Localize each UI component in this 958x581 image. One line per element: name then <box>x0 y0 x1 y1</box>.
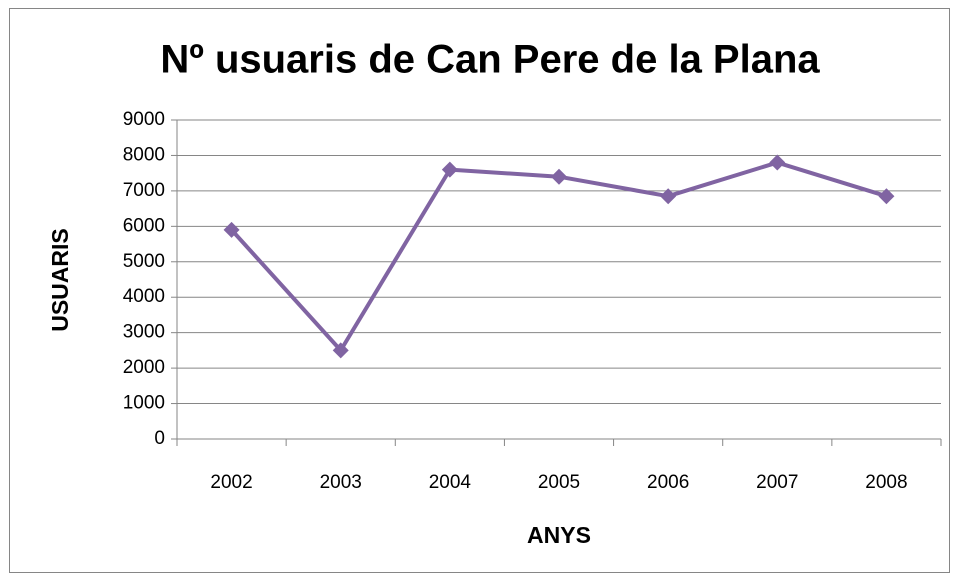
data-point <box>660 188 677 205</box>
y-tick-label: 2000 <box>123 357 165 378</box>
y-tick-label: 6000 <box>123 215 165 236</box>
y-tick-label: 9000 <box>123 109 165 130</box>
y-tick-label: 7000 <box>123 180 165 201</box>
x-tick-label: 2003 <box>320 472 362 493</box>
data-point <box>769 154 786 171</box>
data-point <box>441 161 458 178</box>
y-tick-label: 3000 <box>123 322 165 343</box>
y-tick-label: 1000 <box>123 393 165 414</box>
x-tick-label: 2002 <box>210 472 252 493</box>
data-point <box>332 342 349 359</box>
data-point <box>878 188 895 205</box>
y-axis-label: USUARIS <box>47 228 73 332</box>
y-tick-label: 8000 <box>123 144 165 165</box>
x-tick-label: 2004 <box>429 472 472 493</box>
x-tick-label: 2006 <box>647 472 689 493</box>
x-tick-label: 2008 <box>865 472 907 493</box>
y-tick-label: 5000 <box>123 251 165 272</box>
chart-title: Nº usuaris de Can Pere de la Plana <box>160 38 820 82</box>
x-tick-label: 2005 <box>538 472 580 493</box>
x-axis-label: ANYS <box>527 522 591 548</box>
x-tick-label: 2007 <box>756 472 798 493</box>
y-tick-label: 4000 <box>123 286 165 307</box>
data-point <box>551 168 567 185</box>
data-point <box>223 221 240 238</box>
y-tick-label: 0 <box>154 428 165 449</box>
chart-border <box>9 8 950 573</box>
